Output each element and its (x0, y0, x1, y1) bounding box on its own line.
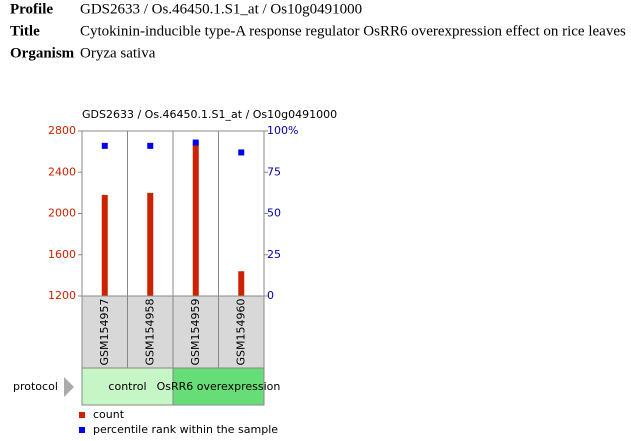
y2-tick-label: 100% (267, 124, 298, 137)
header-value: Oryza sativa (80, 45, 156, 61)
legend-label: count (93, 408, 125, 421)
sample-label: GSM154957 (98, 299, 111, 366)
sample-label: GSM154959 (189, 299, 202, 366)
legend-swatch (79, 427, 85, 433)
y2-tick-label: 75 (267, 165, 281, 178)
sample-box (81, 295, 128, 369)
sample-label: GSM154958 (143, 299, 156, 366)
legend-swatch (79, 412, 85, 418)
header-label: Organism (10, 45, 75, 61)
percentile-point (238, 149, 245, 156)
y2-tick-label: 0 (267, 289, 274, 302)
protocol-box (172, 367, 265, 406)
y-tick-label: 1200 (48, 289, 76, 302)
protocol-name: control (108, 380, 146, 393)
y2-tick-label: 50 (267, 207, 281, 220)
y-tick-label: 2800 (48, 124, 76, 137)
y2-tick-label: 25 (267, 248, 281, 261)
y-tick-label: 2000 (48, 207, 76, 220)
legend-label: percentile rank within the sample (93, 423, 278, 436)
percentile-point (147, 142, 154, 149)
y-tick-label: 2400 (48, 165, 76, 178)
bar (101, 194, 108, 296)
bar (192, 143, 199, 296)
bar (238, 271, 245, 296)
sample-label: GSM154960 (234, 299, 247, 366)
bar (147, 192, 154, 296)
percentile-point (192, 139, 199, 146)
protocol-arrow (64, 377, 74, 397)
y-tick-label: 1600 (48, 248, 76, 261)
protocol-name: OsRR6 overexpression (157, 380, 281, 393)
chart-title: GDS2633 / Os.46450.1.S1_at / Os10g049100… (82, 108, 337, 121)
header-label: Profile (10, 1, 53, 17)
sample-box (218, 295, 265, 369)
header-value: GDS2633 / Os.46450.1.S1_at / Os10g049100… (80, 1, 362, 17)
percentile-point (101, 142, 108, 149)
protocol-box (81, 367, 174, 406)
sample-box (172, 295, 219, 369)
header-label: Title (10, 23, 40, 39)
header-value: Cytokinin-inducible type-A response regu… (80, 23, 626, 39)
protocol-label: protocol (13, 380, 58, 393)
